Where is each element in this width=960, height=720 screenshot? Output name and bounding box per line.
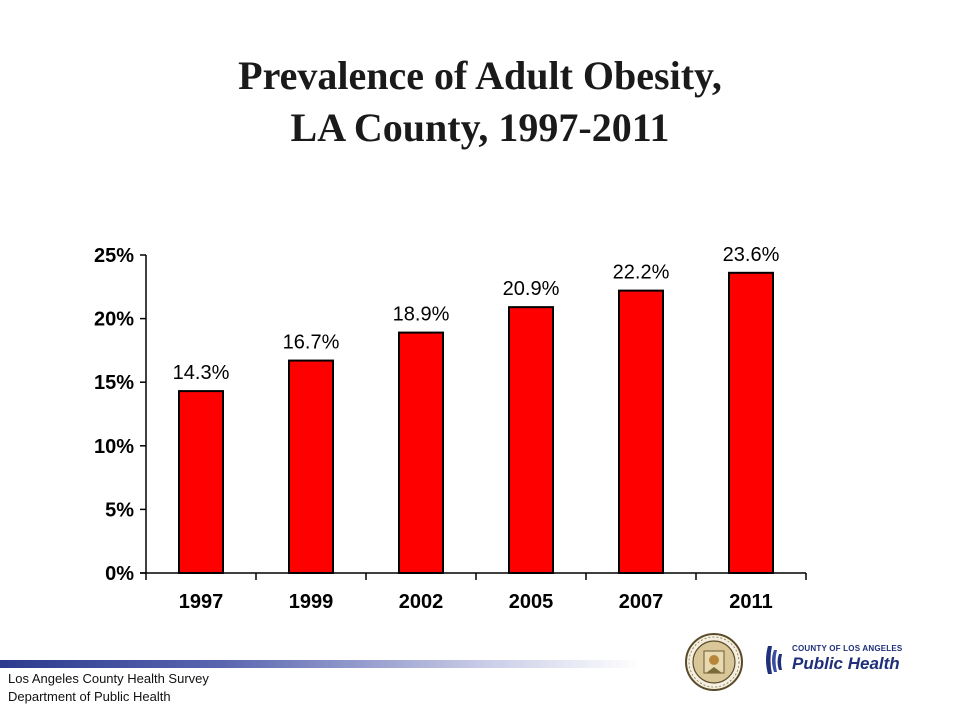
y-tick-label: 0% bbox=[105, 563, 134, 585]
bar bbox=[398, 331, 444, 575]
x-category-label: 2011 bbox=[729, 591, 772, 613]
public-health-logo-line2: Public Health bbox=[792, 654, 900, 673]
la-county-seal-icon bbox=[685, 633, 743, 691]
data-label: 20.9% bbox=[503, 278, 560, 300]
x-category-label: 2007 bbox=[619, 591, 664, 613]
data-label: 16.7% bbox=[283, 332, 340, 354]
bar bbox=[288, 359, 334, 574]
x-category-label: 1997 bbox=[179, 591, 224, 613]
y-tick-label: 25% bbox=[94, 245, 134, 267]
chart-title-line1: Prevalence of Adult Obesity, bbox=[238, 53, 722, 98]
y-tick-label: 5% bbox=[105, 499, 134, 521]
data-label: 14.3% bbox=[173, 362, 230, 384]
bar bbox=[508, 306, 554, 574]
y-tick-label: 20% bbox=[94, 309, 134, 331]
data-label: 18.9% bbox=[393, 304, 450, 326]
footer-text: Los Angeles County Health Survey Departm… bbox=[8, 670, 209, 706]
chart-title: Prevalence of Adult Obesity, LA County, … bbox=[0, 50, 960, 154]
bar bbox=[618, 289, 664, 574]
public-health-mark-icon bbox=[766, 646, 782, 674]
chart-title-line2: LA County, 1997-2011 bbox=[290, 105, 670, 150]
bar bbox=[728, 271, 774, 574]
x-category-label: 2005 bbox=[509, 591, 554, 613]
x-category-label: 2002 bbox=[399, 591, 444, 613]
bar bbox=[178, 390, 224, 574]
footer-line1: Los Angeles County Health Survey bbox=[8, 671, 209, 686]
y-tick-label: 10% bbox=[94, 436, 134, 458]
footer-line2: Department of Public Health bbox=[8, 689, 171, 704]
data-label: 22.2% bbox=[613, 262, 670, 284]
public-health-logo: COUNTY OF LOS ANGELES Public Health bbox=[762, 640, 902, 682]
footer-accent-bar bbox=[0, 660, 640, 668]
x-category-label: 1999 bbox=[289, 591, 334, 613]
public-health-logo-line1: COUNTY OF LOS ANGELES bbox=[792, 644, 903, 653]
y-tick-label: 15% bbox=[94, 372, 134, 394]
data-label: 23.6% bbox=[723, 244, 780, 266]
